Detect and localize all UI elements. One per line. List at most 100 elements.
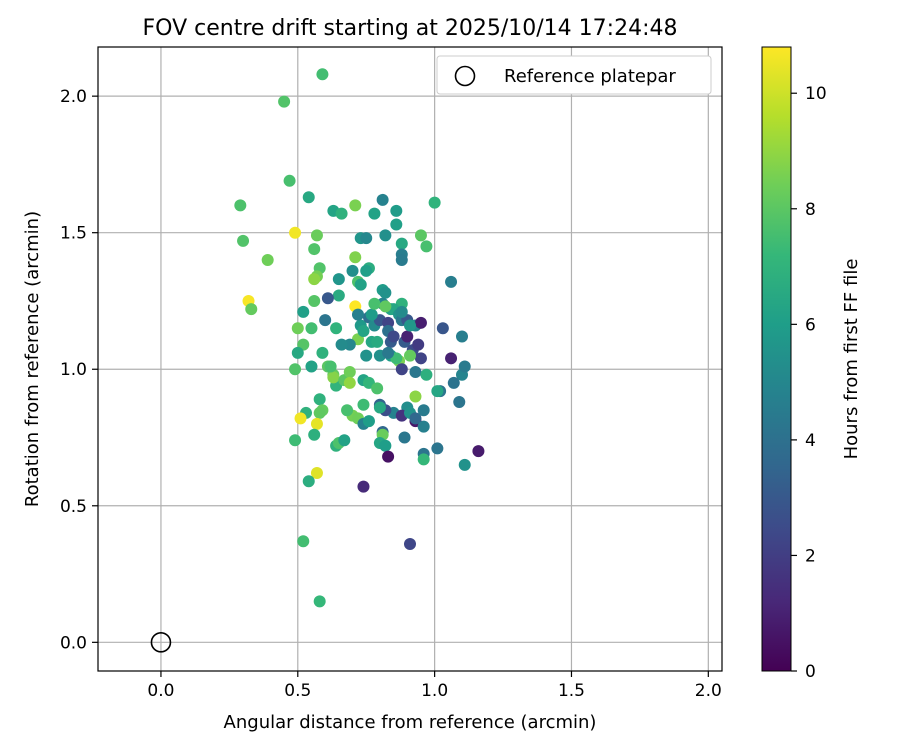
scatter-point	[414, 229, 427, 242]
scatter-point	[390, 218, 403, 231]
scatter-point	[404, 349, 416, 362]
scatter-point	[379, 300, 392, 313]
colorbar-gradient	[761, 46, 792, 672]
scatter-point	[376, 193, 389, 206]
scatter-point	[291, 322, 304, 335]
plot-frame	[97, 46, 723, 672]
scatter-point	[234, 199, 247, 212]
scatter-point	[417, 404, 430, 417]
scatter-point	[387, 330, 400, 343]
scatter-point	[305, 322, 318, 335]
scatter-point	[417, 453, 430, 466]
scatter-point	[310, 417, 323, 430]
y-tick-label: 0.5	[60, 497, 87, 517]
scatter-point	[310, 467, 323, 480]
colorbar-tick-label: 4	[805, 431, 816, 451]
scatter-point	[308, 428, 321, 441]
scatter-point	[371, 335, 384, 348]
scatter-point	[382, 450, 395, 463]
colorbar-label: Hours from first FF file	[841, 259, 862, 460]
scatter-point	[445, 275, 458, 288]
scatter-point	[321, 292, 334, 305]
colorbar-tick-label: 0	[805, 662, 816, 682]
y-axis-ticks: 0.0 0.5 1.0 1.5 2.0	[60, 87, 98, 653]
scatter-point	[278, 95, 291, 108]
scatter-point	[409, 390, 422, 403]
scatter-point	[360, 349, 373, 362]
scatter-point	[338, 434, 351, 447]
scatter-point	[313, 406, 326, 419]
y-tick-label: 2.0	[60, 87, 87, 107]
scatter-point	[458, 360, 471, 373]
scatter-point	[297, 535, 310, 548]
x-tick-label: 0.0	[147, 681, 174, 701]
scatter-point	[332, 289, 345, 302]
scatter-point	[308, 273, 321, 286]
scatter-point	[409, 365, 422, 378]
scatter-point	[354, 278, 367, 291]
scatter-point	[245, 303, 258, 316]
y-axis-label: Rotation from reference (arcmin)	[22, 211, 43, 507]
scatter-point	[368, 207, 381, 220]
scatter-point	[335, 338, 348, 351]
scatter-point	[395, 254, 408, 267]
scatter-point	[456, 330, 468, 343]
scatter-point	[302, 191, 315, 204]
scatter-point	[417, 420, 430, 433]
colorbar-tick-label: 2	[805, 546, 816, 566]
chart-title: FOV centre drift starting at 2025/10/14 …	[143, 16, 678, 41]
scatter-point	[428, 196, 441, 209]
scatter-point	[445, 352, 458, 365]
scatter-point	[305, 360, 318, 373]
scatter-point	[261, 254, 274, 267]
scatter-point	[316, 68, 329, 81]
scatter-point	[431, 442, 444, 455]
scatter-point	[316, 346, 329, 359]
scatter-point	[395, 363, 408, 376]
x-tick-label: 0.5	[284, 681, 311, 701]
scatter-point	[404, 538, 416, 551]
scatter-point	[289, 363, 302, 376]
grid-lines	[98, 47, 722, 671]
scatter-point	[436, 322, 449, 335]
scatter-point	[357, 398, 370, 411]
scatter-point	[390, 204, 403, 217]
scatter-point	[313, 393, 326, 406]
legend-marker	[454, 65, 476, 87]
y-tick-label: 0.0	[60, 633, 87, 653]
legend: Reference platepar	[436, 55, 712, 95]
scatter-point	[289, 434, 302, 447]
scatter-point	[332, 273, 345, 286]
scatter-point	[379, 439, 392, 452]
scatter-point	[327, 371, 340, 384]
scatter-point	[409, 412, 422, 425]
scatter-point	[343, 338, 356, 351]
scatter-point	[395, 305, 408, 318]
scatter-point	[289, 226, 302, 239]
scatter-point	[414, 316, 427, 329]
scatter-point	[398, 431, 411, 444]
legend-entry-reference-platepar: Reference platepar	[504, 66, 676, 87]
scatter-point	[401, 330, 414, 343]
scatter-point	[357, 325, 370, 338]
scatter-point	[447, 376, 460, 389]
colorbar-tick-label: 8	[805, 200, 816, 220]
scatter-point	[368, 297, 381, 310]
scatter-point	[371, 382, 384, 395]
y-tick-label: 1.5	[60, 224, 87, 244]
scatter-point	[237, 234, 250, 247]
scatter-point	[360, 264, 373, 277]
scatter-point	[308, 243, 321, 256]
scatter-point	[382, 346, 395, 359]
scatter-point	[294, 412, 307, 425]
scatter-point	[319, 314, 332, 327]
reference-platepar-marker	[150, 632, 172, 653]
colorbar-tick-label: 6	[805, 315, 816, 335]
scatter-point	[379, 229, 392, 242]
x-axis-ticks: 0.0 0.5 1.0 1.5 2.0	[147, 671, 722, 701]
x-tick-label: 2.0	[695, 681, 722, 701]
scatter-point	[352, 308, 364, 321]
scatter-point	[365, 308, 378, 321]
scatter-point	[308, 294, 321, 307]
